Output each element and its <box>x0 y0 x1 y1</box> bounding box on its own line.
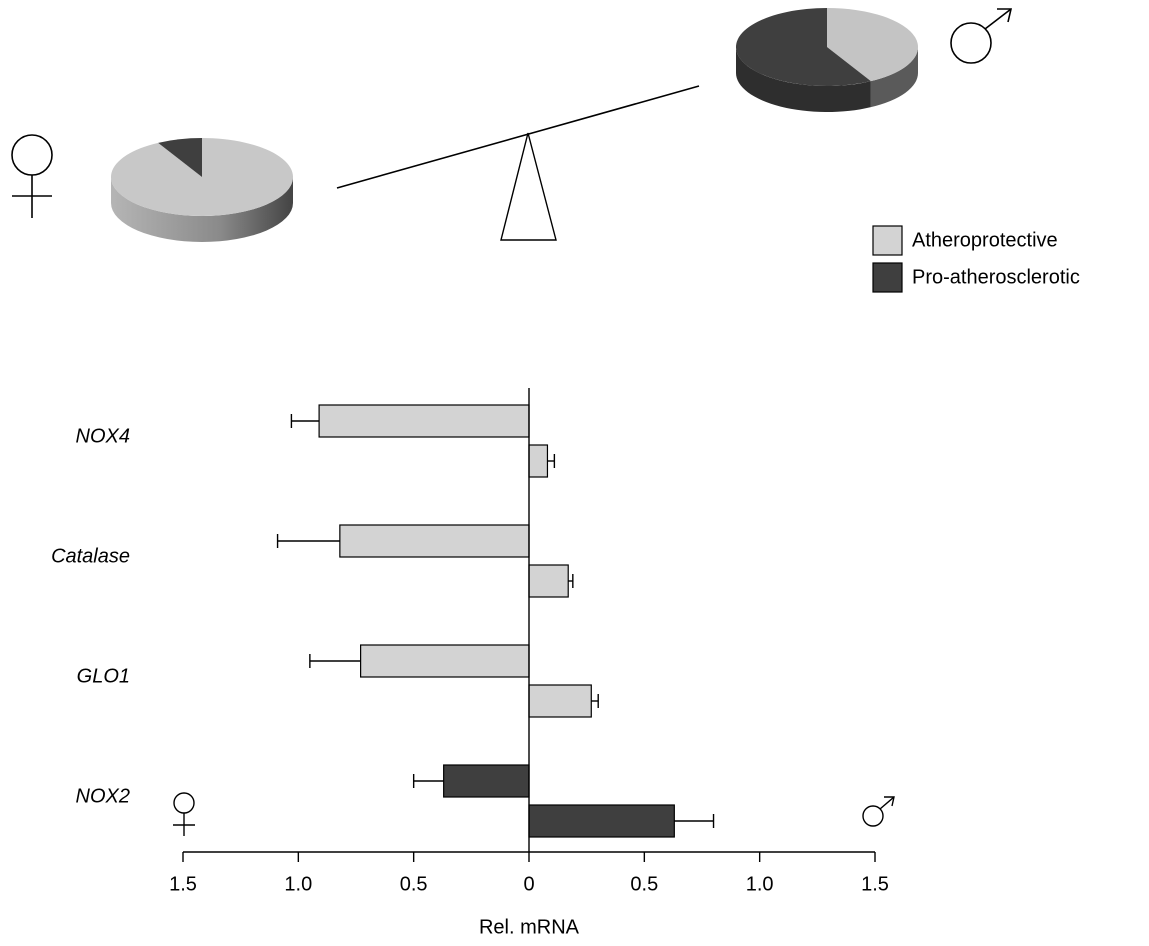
seesaw-fulcrum <box>501 133 556 240</box>
x-tick-label: 0.5 <box>630 873 658 895</box>
legend-label: Pro-atherosclerotic <box>912 266 1080 288</box>
x-tick-label: 0.5 <box>400 873 428 895</box>
legend-label: Atheroprotective <box>912 229 1058 251</box>
female-symbol <box>12 135 52 218</box>
category-label: GLO1 <box>77 665 130 687</box>
x-tick-label: 1.0 <box>746 873 774 895</box>
bar <box>529 445 547 477</box>
legend-swatch <box>873 263 902 292</box>
bar <box>319 405 529 437</box>
x-axis-label: Rel. mRNA <box>479 916 580 938</box>
x-tick-label: 1.5 <box>169 873 197 895</box>
bar <box>529 565 568 597</box>
male-symbol-small <box>863 797 894 826</box>
bar <box>361 645 529 677</box>
bar <box>444 765 529 797</box>
legend-swatch <box>873 226 902 255</box>
male-symbol <box>951 9 1011 63</box>
x-tick-label: 0 <box>523 873 534 895</box>
category-label: Catalase <box>51 545 130 567</box>
bar <box>529 685 591 717</box>
category-label: NOX4 <box>76 425 130 447</box>
category-label: NOX2 <box>76 785 130 807</box>
female-symbol-small <box>173 793 195 836</box>
figure: Rel. mRNA Atheroprotective Pro-atheroscle… <box>0 0 1149 941</box>
x-tick-label: 1.0 <box>284 873 312 895</box>
bar <box>340 525 529 557</box>
bar <box>529 805 674 837</box>
x-tick-label: 1.5 <box>861 873 889 895</box>
